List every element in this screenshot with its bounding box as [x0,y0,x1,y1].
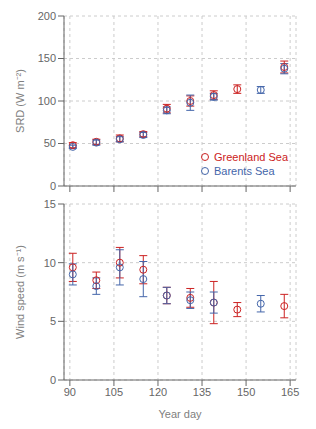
svg-text:150: 150 [38,52,56,64]
svg-text:Wind speed (m s⁻¹): Wind speed (m s⁻¹) [14,245,26,339]
svg-text:100: 100 [38,95,56,107]
svg-text:15: 15 [44,198,56,210]
svg-text:150: 150 [237,386,255,398]
svg-text:135: 135 [193,386,211,398]
svg-text:50: 50 [44,137,56,149]
html-text:Greenland Sea: Greenland Sea [214,151,288,163]
svg-text:120: 120 [149,386,167,398]
svg-text:0: 0 [50,374,56,386]
svg-text:Year day: Year day [158,408,202,420]
svg-text:SRD (W m⁻²): SRD (W m⁻²) [14,69,26,133]
svg-text:90: 90 [64,386,76,398]
html-text:Barents Sea: Barents Sea [214,165,275,177]
svg-text:0: 0 [50,180,56,192]
svg-text:5: 5 [50,315,56,327]
svg-text:10: 10 [44,257,56,269]
svg-text:200: 200 [38,10,56,22]
svg-text:165: 165 [281,386,299,398]
svg-text:105: 105 [105,386,123,398]
